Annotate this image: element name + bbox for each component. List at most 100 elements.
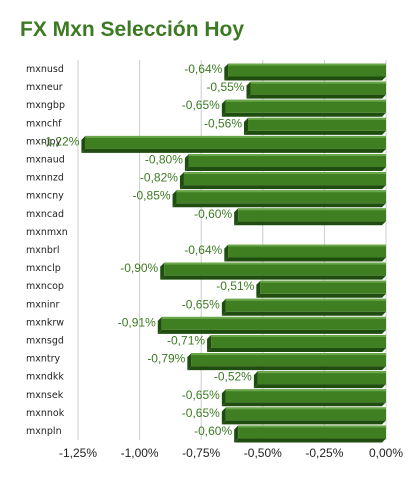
bar-highlight: [250, 81, 386, 84]
category-label: mxninr: [26, 299, 60, 310]
bar: [211, 334, 386, 348]
bar-bottom: [187, 366, 386, 371]
bar-bottom: [157, 329, 386, 334]
category-label: mxnnok: [26, 408, 65, 419]
category-label: mxnnzd: [26, 173, 64, 184]
data-label: -0,65%: [182, 297, 220, 311]
data-label: -0,82%: [140, 171, 178, 185]
data-label: -1,22%: [41, 134, 79, 148]
bar-highlight: [85, 135, 386, 138]
bar: [225, 407, 386, 421]
bar-bottom: [81, 148, 386, 153]
category-label: mxntry: [26, 354, 61, 365]
bar-highlight: [191, 353, 386, 356]
data-label: -0,90%: [120, 261, 158, 275]
bar-highlight: [257, 371, 386, 374]
bar-side: [221, 298, 226, 316]
data-label: -0,52%: [214, 370, 252, 384]
bar-highlight: [183, 172, 386, 175]
bar: [257, 371, 386, 385]
bar-bottom: [224, 257, 386, 262]
bar: [164, 262, 386, 276]
bar-highlight: [225, 99, 386, 102]
bar: [85, 135, 386, 149]
bar: [176, 190, 386, 204]
bar-bottom: [234, 221, 386, 226]
data-label: -0,80%: [145, 153, 183, 167]
bar-highlight: [238, 425, 386, 428]
category-label: mxncny: [26, 191, 64, 202]
data-label: -0,79%: [147, 352, 185, 366]
bar-highlight: [248, 117, 386, 120]
bar-side: [81, 135, 86, 153]
bar: [183, 172, 386, 186]
category-label: mxndkk: [26, 372, 64, 383]
data-label: -0,60%: [194, 207, 232, 221]
bar: [161, 316, 386, 330]
bar-bottom: [234, 438, 386, 443]
category-label: mxnclp: [26, 263, 61, 274]
bar-side: [246, 81, 251, 99]
bar-highlight: [164, 262, 386, 265]
chart-title: FX Mxn Selección Hoy: [20, 18, 245, 41]
data-label: -0,65%: [182, 98, 220, 112]
category-label: mxnpln: [26, 426, 62, 437]
bar-bottom: [253, 384, 386, 389]
bar-highlight: [176, 190, 386, 193]
bar-highlight: [228, 63, 386, 66]
bar: [225, 298, 386, 312]
category-label: mxngbp: [26, 100, 65, 111]
bar-side: [221, 99, 226, 117]
x-tick-label: -1,00%: [121, 446, 159, 460]
x-tick-label: -0,75%: [182, 446, 220, 460]
bar-bottom: [221, 112, 386, 117]
category-label: mxnmxn: [26, 227, 68, 238]
category-label: mxnjpy: [26, 136, 62, 147]
category-label: mxnbrl: [26, 245, 59, 256]
bar-side: [256, 280, 261, 298]
bar: [238, 208, 386, 222]
x-tick-label: -1,25%: [59, 446, 97, 460]
bar-highlight: [260, 280, 386, 283]
data-label: -0,55%: [206, 80, 244, 94]
bar-highlight: [225, 407, 386, 410]
category-label: mxnsek: [26, 390, 64, 401]
bar-side: [160, 262, 165, 280]
category-label: mxneur: [26, 82, 63, 93]
bar-side: [184, 154, 189, 172]
x-tick-label: 0,00%: [369, 446, 403, 460]
bar: [225, 389, 386, 403]
bar-bottom: [179, 185, 386, 190]
category-label: mxncop: [26, 281, 64, 292]
data-label: -0,85%: [133, 189, 171, 203]
bar-side: [172, 190, 177, 208]
bar-bottom: [221, 402, 386, 407]
bar-highlight: [238, 208, 386, 211]
data-label: -0,64%: [184, 62, 222, 76]
category-label: mxnusd: [26, 64, 64, 75]
bar-highlight: [161, 316, 386, 319]
category-label: mxnsgd: [26, 335, 64, 346]
bar-bottom: [224, 76, 386, 81]
category-label: mxnaud: [26, 155, 65, 166]
bar: [228, 244, 386, 258]
bar-bottom: [256, 293, 386, 298]
bar-side: [244, 117, 249, 135]
bar: [250, 81, 386, 95]
category-label: mxncad: [26, 209, 64, 220]
bar-highlight: [225, 298, 386, 301]
data-label: -0,91%: [118, 315, 156, 329]
bar: [238, 425, 386, 439]
bar-side: [224, 63, 229, 81]
bar-side: [157, 316, 162, 334]
bar-bottom: [221, 311, 386, 316]
category-label: mxnkrw: [26, 317, 64, 328]
bar-bottom: [244, 130, 386, 135]
bar-highlight: [228, 244, 386, 247]
bar-side: [221, 407, 226, 425]
data-label: -0,71%: [167, 333, 205, 347]
bar-side: [234, 425, 239, 443]
bar-bottom: [184, 167, 386, 172]
bar-highlight: [211, 334, 386, 337]
